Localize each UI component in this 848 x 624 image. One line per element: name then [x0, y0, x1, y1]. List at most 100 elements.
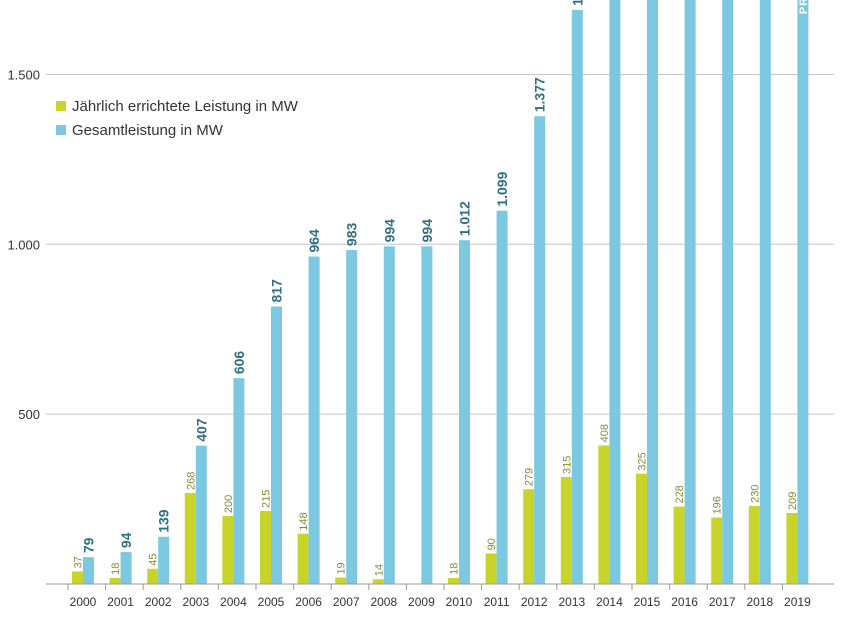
- x-tick-label: 2013: [558, 595, 585, 609]
- annual-value-label: 215: [261, 490, 273, 508]
- bar-annual: [485, 553, 497, 584]
- annual-value-label: 37: [73, 556, 85, 568]
- x-axis: 2000 2001 2002 2003 2004 2005 2006 2007 2008 2009…: [46, 583, 834, 609]
- bar-annual: [448, 577, 459, 584]
- total-value-label: 1.012: [457, 201, 473, 236]
- total-value-label: 1.690: [569, 0, 585, 6]
- bar-total: [496, 210, 508, 585]
- y-tick-label: 1.500: [7, 67, 40, 82]
- x-tick-label: 2002: [145, 595, 172, 609]
- bar-total: [308, 256, 320, 584]
- total-value-label: 994: [381, 219, 397, 243]
- annual-value-label: 200: [223, 495, 235, 513]
- annual-value-label: 268: [185, 472, 197, 490]
- x-tick-label: 2017: [709, 595, 736, 609]
- x-tick-label: 2003: [182, 595, 209, 609]
- bar-total: [195, 445, 207, 584]
- bar-total: [83, 557, 94, 584]
- x-tick-label: 2014: [596, 595, 623, 609]
- x-tick-label: 2006: [295, 595, 322, 609]
- bar-annual: [184, 492, 196, 584]
- total-value-label: 94: [118, 532, 134, 548]
- x-tick-label: 2000: [70, 595, 97, 609]
- legend-swatch-annual: [56, 101, 66, 111]
- total-value-label: 79: [81, 537, 97, 553]
- bar-total: [759, 0, 771, 584]
- legend: Jährlich errichtete Leistung in MW Gesam…: [56, 98, 299, 139]
- legend-swatch-total: [56, 125, 66, 135]
- bar-annual: [147, 568, 159, 584]
- bar-total: [346, 250, 358, 585]
- bar-annual: [260, 510, 271, 584]
- y-tick-label: 500: [18, 407, 40, 422]
- annual-value-label: 148: [298, 512, 310, 530]
- bar-total: [647, 0, 658, 584]
- total-value-label: 817: [269, 279, 285, 303]
- x-tick-label: 2019: [784, 595, 811, 609]
- bar-annual: [109, 577, 121, 584]
- x-tick-label: 2018: [746, 595, 773, 609]
- bar-annual: [335, 577, 347, 584]
- bar-total: [459, 240, 470, 584]
- annual-value-label: 408: [599, 424, 611, 442]
- bar-total: [722, 0, 734, 584]
- bar-total: [383, 246, 395, 584]
- bar-annual: [598, 445, 610, 584]
- bar-annual: [72, 571, 83, 584]
- bars: 37 79 18 94 45 139 268 407 200 606 215 817 148 964 19 9…: [72, 0, 810, 585]
- x-tick-label: 2016: [671, 595, 698, 609]
- total-value-label: 994: [419, 219, 435, 243]
- total-value-label: 1.099: [494, 171, 510, 206]
- total-value-label: 1.377: [532, 77, 548, 112]
- bar-annual: [372, 579, 384, 584]
- annual-value-label: 90: [486, 538, 498, 550]
- x-tick-label: 2009: [408, 595, 435, 609]
- total-value-label: 964: [306, 229, 322, 253]
- x-tick-label: 2001: [107, 595, 134, 609]
- total-value-label: 606: [231, 351, 247, 375]
- y-tick-label: 1.000: [7, 237, 40, 252]
- annual-value-label: 14: [373, 564, 385, 576]
- total-value-label: 139: [156, 509, 172, 533]
- x-tick-label: 2007: [333, 595, 360, 609]
- bar-annual: [673, 506, 685, 584]
- bar-total: [158, 536, 170, 584]
- x-tick-label: 2005: [258, 595, 285, 609]
- x-tick-label: 2015: [634, 595, 661, 609]
- annual-value-label: 209: [787, 492, 799, 510]
- x-tick-label: 2010: [446, 595, 473, 609]
- total-value-label: 983: [344, 223, 360, 247]
- annual-value-label: 196: [712, 496, 724, 514]
- bar-annual: [560, 476, 572, 584]
- bar-total: [120, 552, 132, 584]
- annual-value-label: 279: [524, 468, 536, 486]
- bar-total: [534, 116, 546, 585]
- bar-annual: [786, 513, 798, 584]
- bar-annual: [711, 517, 723, 584]
- bar-total: [571, 9, 583, 585]
- bar-total: [609, 0, 621, 584]
- annual-value-label: 18: [110, 563, 122, 575]
- bar-annual: [748, 505, 760, 584]
- bar-total: [233, 378, 245, 584]
- x-tick-label: 2011: [484, 595, 510, 609]
- bar-annual: [636, 473, 647, 584]
- bar-total: [421, 246, 433, 584]
- legend-label-annual: Jährlich errichtete Leistung in MW: [72, 98, 299, 115]
- annual-value-label: 315: [561, 456, 573, 474]
- bar-total: [797, 0, 809, 584]
- annual-value-label: 325: [637, 452, 649, 470]
- x-tick-label: 2012: [521, 595, 548, 609]
- total-value-label: 407: [193, 418, 209, 442]
- annual-value-label: 45: [148, 553, 160, 565]
- x-tick-label: 2008: [370, 595, 397, 609]
- gridlines: [46, 73, 834, 415]
- annual-value-label: 19: [336, 562, 348, 574]
- annual-value-label: 18: [449, 563, 461, 575]
- legend-label-total: Gesamtleistung in MW: [72, 122, 224, 139]
- prognose-annotation: PROGNOSE: [798, 0, 810, 14]
- bar-total: [271, 306, 282, 584]
- annual-value-label: 230: [749, 485, 761, 503]
